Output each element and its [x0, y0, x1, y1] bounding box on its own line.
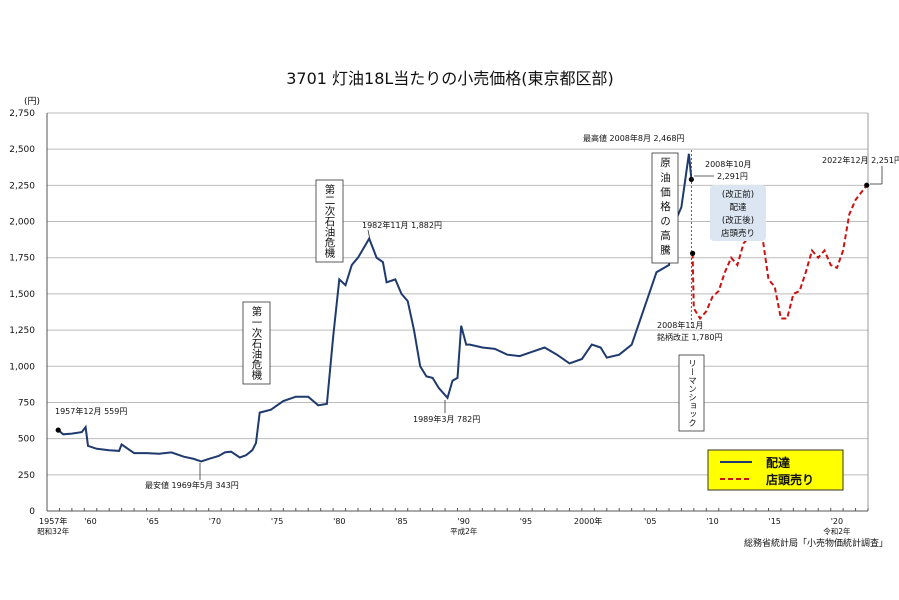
- annotation-label: 2,291円: [717, 172, 748, 181]
- y-tick-label: 2,500: [9, 145, 35, 155]
- x-tick-label: '85: [395, 517, 407, 526]
- x-tick-label: '65: [147, 517, 159, 526]
- revision-note-line: (改正後): [722, 215, 754, 226]
- data-point-marker: [690, 250, 696, 256]
- chart-title: 3701 灯油18L当たりの小売価格(東京都区部): [286, 69, 614, 88]
- lehman-shock-label-text: リーマンショック: [687, 359, 697, 427]
- source-note: 総務省統計局「小売物価統計調査」: [744, 537, 888, 549]
- oil-crisis-2-label: [315, 179, 344, 263]
- annotation-label: 最高値 2008年8月 2,468円: [583, 133, 684, 143]
- x-tick-label: '20: [831, 517, 843, 526]
- crude-surge-label: [651, 152, 679, 264]
- legend-label: 配達: [766, 455, 790, 470]
- data-point-marker: [55, 427, 61, 433]
- annotation-label: 2022年12月 2,251円: [822, 155, 899, 165]
- y-tick-label: 1,000: [9, 362, 35, 372]
- x-tick-label: '75: [271, 517, 283, 526]
- series-line-dashed: [691, 184, 868, 321]
- x-tick-label: '10: [706, 517, 718, 526]
- x-tick-label: 1957年: [39, 516, 67, 526]
- annotation-label: 1957年12月 559円: [55, 406, 127, 416]
- x-tick-label: '70: [209, 517, 221, 526]
- data-point-marker: [864, 182, 870, 188]
- x-tick-label: '90: [458, 517, 470, 526]
- y-tick-label: 750: [18, 398, 35, 408]
- x-tick-label: '80: [333, 517, 345, 526]
- y-tick-label: 1,500: [9, 290, 35, 300]
- x-tick-era-label: 平成2年: [450, 526, 478, 536]
- x-tick-label: '95: [520, 517, 532, 526]
- y-axis-unit: (円): [24, 96, 40, 107]
- y-tick-label: 2,000: [9, 218, 35, 228]
- oil-crisis-2-label-text: 第二次石油危機: [324, 183, 336, 258]
- x-tick-era-label: 令和2年: [823, 526, 851, 536]
- x-tick-label: '15: [769, 517, 781, 526]
- annotation-label: 1989年3月 782円: [413, 414, 480, 424]
- annotation-label: 1982年11月 1,882円: [362, 220, 442, 230]
- annotation-label: 2008年11月: [657, 320, 704, 330]
- x-tick-label: '05: [644, 517, 656, 526]
- crude-surge-label-text: 原油価格の高騰: [659, 157, 671, 259]
- annotation-label: 銘柄改正 1,780円: [657, 332, 722, 342]
- oil-crisis-1-label: [242, 301, 271, 385]
- annotation-label: 2008年10月: [705, 159, 752, 169]
- revision-note-line: 配達: [729, 202, 747, 213]
- y-tick-label: 250: [18, 471, 35, 481]
- y-tick-label: 1,750: [9, 254, 35, 264]
- series-lines: [57, 153, 868, 463]
- revision-note-line: (改正前): [722, 189, 754, 200]
- legend-label: 店頭売り: [766, 472, 814, 487]
- revision-note-line: 店頭売り: [721, 228, 755, 239]
- annotation-arrow: [367, 229, 371, 241]
- y-tick-label: 1,250: [9, 326, 35, 336]
- x-tick-era-label: 昭和32年: [37, 526, 70, 536]
- y-tick-label: 500: [18, 435, 35, 445]
- y-tick-label: 2,750: [9, 109, 35, 119]
- lehman-shock-label: [678, 354, 705, 432]
- legend-box: [707, 449, 844, 491]
- series-line-solid: [57, 153, 693, 463]
- y-tick-label: 2,250: [9, 181, 35, 191]
- revision-note-box: [710, 185, 766, 241]
- x-tick-label: '60: [84, 517, 96, 526]
- x-tick-label: 2000年: [574, 516, 602, 526]
- oil-crisis-1-label-text: 第一次石油危機: [251, 305, 263, 380]
- axes: 0 250 500 750 1,000 1,250 1,500 1,750 2,000 2,250…: [9, 109, 869, 536]
- y-tick-label: 0: [29, 507, 35, 517]
- annotation-label: 最安値 1969年5月 343円: [145, 480, 239, 490]
